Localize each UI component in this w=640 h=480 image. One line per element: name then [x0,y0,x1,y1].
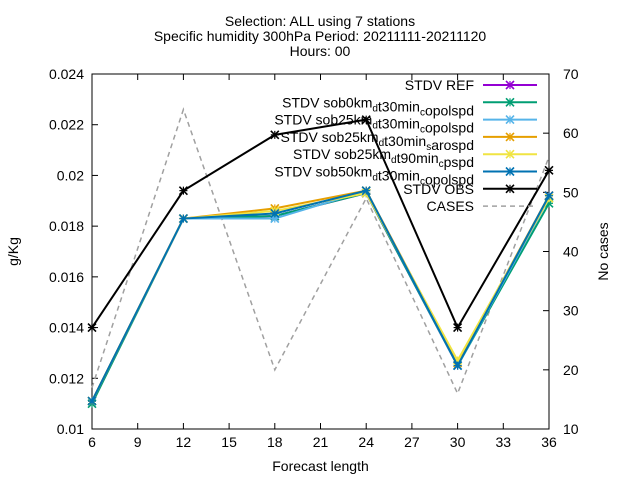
x-tick-label: 6 [88,434,96,450]
legend-label: STDV sob25kmdt30mincopolspd [274,112,474,136]
y2-tick-label: 30 [563,303,579,319]
y2-tick-label: 50 [563,184,579,200]
data-point [361,186,371,196]
legend-label: STDV sob25kmdt30minsarospd [281,129,474,153]
data-point [361,115,371,125]
title-line: Selection: ALL using 7 stations [225,13,415,29]
data-point [544,165,554,175]
legend-label: STDV sob0kmdt30mincopolspd [282,94,474,118]
legend-label: STDV REF [405,77,474,93]
x-tick-label: 21 [313,434,329,450]
y-tick-label: 0.02 [57,167,84,183]
x-tick-label: 18 [267,434,283,450]
x-tick-label: 27 [404,434,420,450]
data-point [87,323,97,333]
y2-axis-label: No cases [595,222,611,280]
data-point [270,130,280,140]
x-tick-label: 30 [450,434,466,450]
y-tick-label: 0.018 [49,218,84,234]
y-tick-label: 0.022 [49,117,84,133]
x-tick-label: 12 [176,434,192,450]
legend-item: STDV sob25kmdt30minsarospd [281,129,537,153]
y-tick-label: 0.012 [49,370,84,386]
y2-tick-label: 70 [563,66,579,82]
x-tick-label: 9 [134,434,142,450]
title-line: Specific humidity 300hPa Period: 2021111… [154,28,487,44]
title-line: Hours: 00 [290,43,351,59]
y2-tick-label: 10 [563,421,579,437]
y2-tick-label: 40 [563,244,579,260]
y-axis-label: g/Kg [5,237,21,266]
legend-item: STDV REF [405,77,537,93]
data-point [453,361,463,371]
y-tick-label: 0.01 [57,421,84,437]
y2-tick-label: 60 [563,125,579,141]
chart-title: Selection: ALL using 7 stationsSpecific … [154,13,487,59]
series-line [91,118,550,330]
data-point [270,208,280,219]
legend-label: STDV sob50kmdt30mincopolspd [274,164,474,188]
y-tick-label: 0.014 [49,320,84,336]
legend-item: STDV sob0kmdt30mincopolspd [282,94,537,118]
legend-item: STDV sob25kmdt30mincopolspd [274,112,537,136]
series-line [91,189,550,402]
data-point [453,323,463,333]
x-tick-label: 33 [496,434,512,450]
series-line [91,107,550,396]
data-point [178,186,188,196]
legend-label: STDV sob25kmdt90mincpspd [293,146,474,170]
y-tick-label: 0.024 [49,66,84,82]
x-axis-label: Forecast length [272,458,369,474]
y2-tick-label: 20 [563,362,579,378]
legend-item: STDV sob25kmdt90mincpspd [293,146,537,170]
data-point [87,396,97,406]
series-line [91,189,550,402]
series-layer [87,107,554,409]
series-line [91,189,550,402]
legend-label: CASES [427,198,474,214]
x-tick-label: 36 [541,434,557,450]
data-point [178,213,188,224]
legend-item: CASES [427,198,537,214]
x-tick-label: 24 [358,434,374,450]
y-tick-label: 0.016 [49,269,84,285]
x-tick-label: 15 [221,434,237,450]
data-point [544,191,554,201]
legend-item: STDV sob50kmdt30mincopolspd [274,164,537,188]
axes: 6 9 12 15 18 21 24 27 30 33 36 0.01 0.012 0.014 0.016 0… [5,66,611,474]
legend-item: STDV OBS [403,181,537,197]
legend-label: STDV OBS [403,181,474,197]
